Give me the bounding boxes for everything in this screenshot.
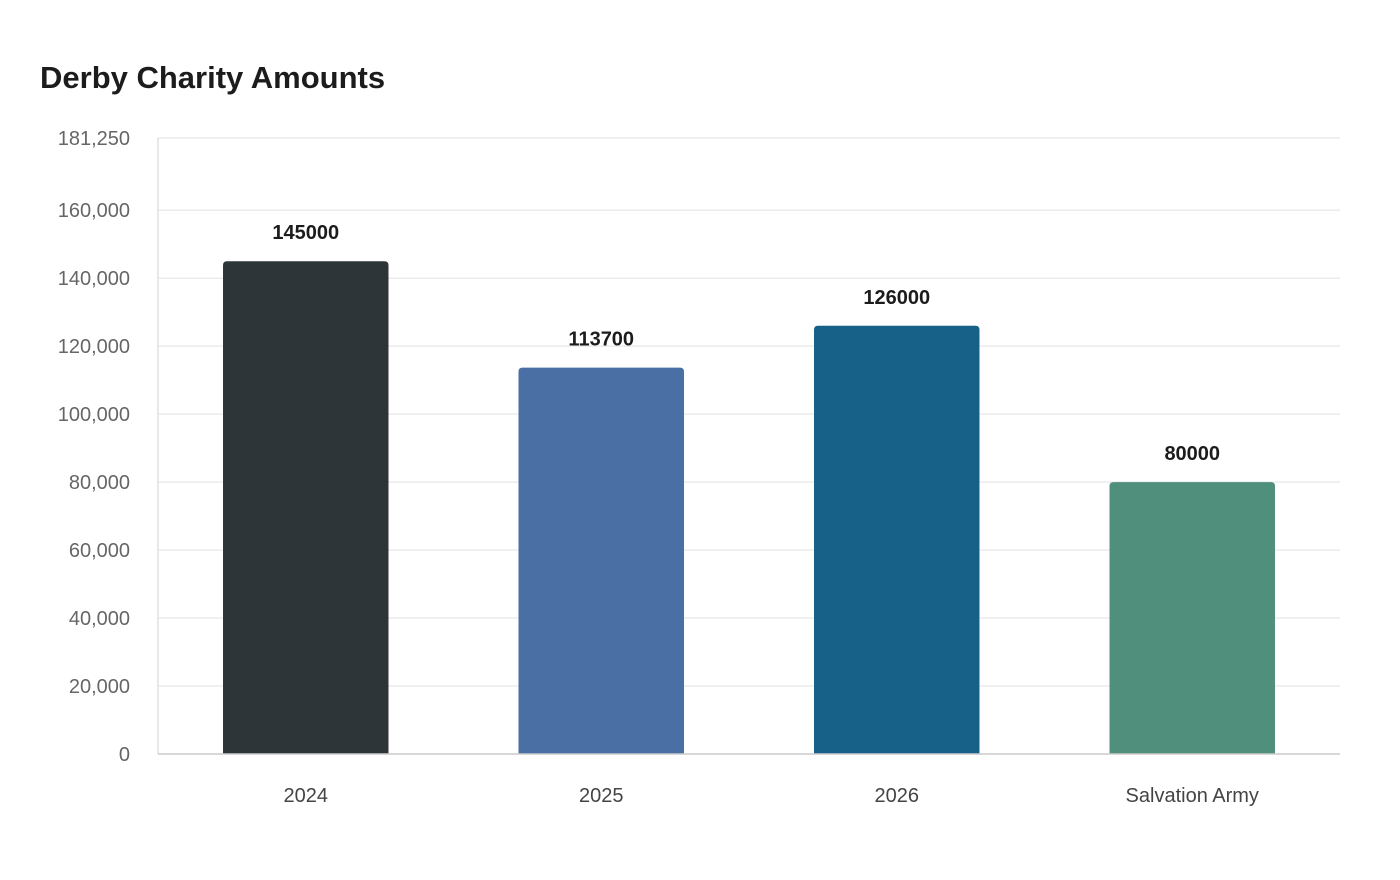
x-tick-label: 2024 xyxy=(284,785,329,807)
y-tick-label: 0 xyxy=(119,744,130,766)
value-label: 80000 xyxy=(1164,443,1220,465)
y-tick-label: 100,000 xyxy=(58,404,130,426)
bar-2024 xyxy=(223,261,389,754)
value-label: 126000 xyxy=(863,287,930,309)
bar-salvation-army xyxy=(1109,482,1275,754)
y-axis-ticks: 0 20,000 40,000 60,000 80,000 100,000 120,000 1… xyxy=(58,128,130,766)
x-axis-ticks: 2024 2025 2026 Salvation Army xyxy=(284,785,1259,807)
y-tick-label: 160,000 xyxy=(58,200,130,222)
bar-2026 xyxy=(814,325,980,754)
y-tick-label: 140,000 xyxy=(58,268,130,290)
y-tick-label: 120,000 xyxy=(58,336,130,358)
y-tick-label: 20,000 xyxy=(69,676,130,698)
axes xyxy=(157,138,1340,755)
bars xyxy=(223,261,1275,754)
value-labels: 145000 113700 126000 80000 xyxy=(272,222,1220,465)
bar-2025 xyxy=(518,367,684,754)
chart-title: Derby Charity Amounts xyxy=(40,60,386,95)
y-tick-label: 60,000 xyxy=(69,540,130,562)
y-tick-label: 40,000 xyxy=(69,608,130,630)
x-tick-label: 2025 xyxy=(579,785,624,807)
x-tick-label: 2026 xyxy=(875,785,920,807)
y-tick-label: 181,250 xyxy=(58,128,130,150)
x-tick-label: Salvation Army xyxy=(1126,785,1259,807)
value-label: 145000 xyxy=(272,222,339,244)
y-tick-label: 80,000 xyxy=(69,472,130,494)
value-label: 113700 xyxy=(568,329,634,351)
